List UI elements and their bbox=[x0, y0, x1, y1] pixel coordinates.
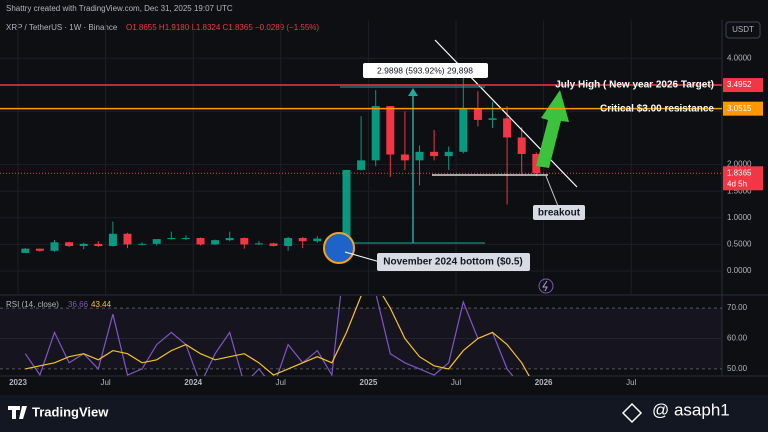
candle-body bbox=[269, 243, 278, 247]
countdown: 4d 5h bbox=[727, 179, 747, 188]
level-text: July High ( New year 2026 Target) bbox=[555, 80, 714, 91]
x-tick-label: 2023 bbox=[9, 378, 27, 387]
rsi-tick-label: 50.00 bbox=[727, 364, 748, 373]
bottom-box bbox=[377, 253, 530, 271]
breakout-pointer bbox=[545, 175, 559, 207]
candle-body bbox=[196, 238, 205, 245]
x-tick-label: Jul bbox=[626, 378, 636, 387]
candle-body bbox=[298, 238, 307, 242]
rsi-pane bbox=[0, 296, 722, 376]
ohlc-legend: O1.8655 H1.9180 L1.8324 C1.8365 −0.0289 … bbox=[126, 23, 319, 32]
x-tick-label: 2026 bbox=[535, 378, 553, 387]
candle-body bbox=[488, 118, 497, 120]
candle-body bbox=[313, 238, 322, 242]
candle-body bbox=[50, 242, 59, 251]
x-tick-label: Jul bbox=[451, 378, 461, 387]
x-tick-label: Jul bbox=[100, 378, 110, 387]
breakout-box bbox=[533, 205, 585, 220]
level-badge bbox=[723, 78, 763, 93]
candle-body bbox=[386, 106, 395, 155]
rsi-label: RSI (14, close) bbox=[6, 300, 59, 309]
y-tick-label: 0.5000 bbox=[727, 240, 752, 249]
y-tick-label: 0.0000 bbox=[727, 266, 752, 275]
brand-logo bbox=[8, 406, 27, 419]
candle-body bbox=[473, 108, 482, 120]
rsi-value: 36.66 bbox=[68, 300, 89, 309]
measure-arrowhead bbox=[408, 88, 418, 96]
credit: Shattry created with TradingView.com, De… bbox=[6, 4, 233, 13]
candle-body bbox=[65, 242, 74, 247]
alert-bolt bbox=[542, 280, 548, 292]
candle-body bbox=[152, 239, 161, 244]
measure-label: 2.9898 (593.92%) 29,898 bbox=[377, 65, 473, 75]
candle-body bbox=[21, 248, 30, 253]
candle-body bbox=[211, 240, 220, 245]
symbol: XRP / TetherUS · 1W · Binance bbox=[6, 23, 118, 32]
level-value: 3.0515 bbox=[727, 104, 752, 113]
candle-body bbox=[503, 118, 512, 138]
candle-body bbox=[79, 243, 88, 247]
annotations: 2.9898 (593.92%) 29,898 November 2024 bo… bbox=[323, 39, 585, 294]
candle-body bbox=[94, 243, 103, 247]
candle-body bbox=[532, 153, 541, 174]
rsi-ma-line bbox=[25, 296, 530, 376]
candle-body bbox=[138, 243, 147, 245]
candle-body bbox=[371, 106, 380, 161]
rsi-ma-value: 43.44 bbox=[91, 300, 112, 309]
rsi-legend: RSI (14, close) 36.66 43.44 bbox=[6, 300, 112, 309]
bottom-circle bbox=[323, 232, 355, 264]
candle-body bbox=[400, 154, 409, 161]
y-tick-label: 2.0000 bbox=[727, 160, 752, 169]
y-tick-label: 4.0000 bbox=[727, 53, 752, 62]
candle-body bbox=[35, 248, 44, 251]
candle-body bbox=[254, 243, 263, 245]
target-arrow bbox=[536, 90, 569, 168]
candle-body bbox=[517, 137, 526, 154]
rsi-line bbox=[24, 296, 514, 376]
candle-body bbox=[181, 238, 190, 240]
candle-body bbox=[342, 169, 351, 244]
y-tick-label: 1.5000 bbox=[727, 186, 752, 195]
candle-body bbox=[123, 233, 132, 245]
alert-icon bbox=[538, 278, 554, 294]
rsi-tick-label: 70.00 bbox=[727, 303, 748, 312]
bottom-pointer bbox=[344, 251, 381, 263]
candle-body bbox=[430, 151, 439, 157]
price-pane bbox=[0, 20, 722, 295]
y-tick-label: 1.0000 bbox=[727, 213, 752, 222]
currency-box bbox=[725, 21, 761, 39]
x-tick-label: 2025 bbox=[360, 378, 378, 387]
currency: USDT bbox=[732, 25, 754, 34]
x-tick-label: 2024 bbox=[184, 378, 202, 387]
watermark: @ asaph1 bbox=[652, 400, 730, 419]
candle-body bbox=[444, 151, 453, 157]
last-price-badge bbox=[723, 166, 763, 191]
measure-box bbox=[363, 63, 488, 78]
level-text: Critical $3.00 resistance bbox=[600, 103, 714, 114]
candle-body bbox=[357, 160, 366, 170]
bottom-label: November 2024 bottom ($0.5) bbox=[383, 257, 523, 268]
x-tick-label: Jul bbox=[276, 378, 286, 387]
level-badge bbox=[723, 101, 763, 116]
candle-body bbox=[415, 151, 424, 161]
breakout-label: breakout bbox=[538, 208, 581, 219]
candle-body bbox=[108, 233, 117, 247]
candle-body bbox=[225, 238, 234, 241]
brand: TradingView @ asaph1 bbox=[8, 400, 730, 424]
rsi-band bbox=[0, 308, 722, 369]
last-price: 1.8365 bbox=[727, 168, 752, 177]
candle-body bbox=[240, 238, 249, 245]
candle-body bbox=[167, 238, 176, 240]
candle-body bbox=[284, 238, 293, 247]
rsi-tick-label: 60.00 bbox=[727, 334, 748, 343]
watermark-logo bbox=[621, 402, 643, 424]
level-value: 3.4952 bbox=[727, 80, 752, 89]
candle-body bbox=[459, 108, 468, 152]
brand-name: TradingView bbox=[32, 404, 109, 419]
